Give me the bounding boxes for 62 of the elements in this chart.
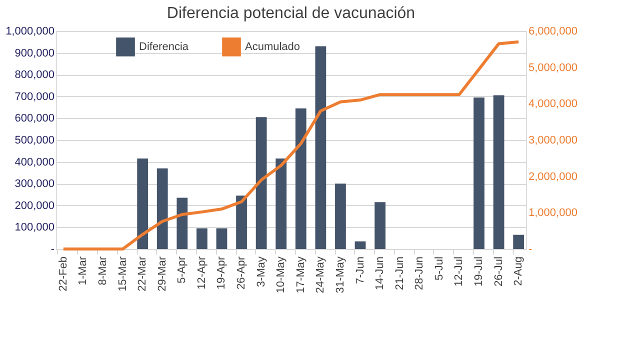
x-tick-label: 5-Jul <box>433 256 446 280</box>
x-tick-label: 22-Mar <box>136 256 149 292</box>
y-tick-label: 200,000 <box>14 200 54 212</box>
y-tick-label: 800,000 <box>14 69 54 82</box>
x-tick-label: 31-May <box>334 256 346 294</box>
y2-tick-label: 5,000,000 <box>528 62 578 74</box>
x-tick-label: 12-Apr <box>196 256 208 290</box>
bar <box>156 168 168 249</box>
x-tick-label: 7-Jun <box>354 256 366 284</box>
y2-tick-label: 4,000,000 <box>528 98 578 110</box>
y-tick-label: 1,000,000 <box>6 26 54 38</box>
bar <box>315 46 326 249</box>
x-tick-label: 21-Jun <box>394 256 406 290</box>
bar <box>216 228 228 249</box>
y-tick-label: - <box>50 244 55 256</box>
legend-label: Acumulado <box>245 40 300 53</box>
bar <box>196 228 208 249</box>
bar <box>354 241 366 249</box>
x-tick-label: 29-Mar <box>156 256 168 292</box>
bar <box>137 158 148 249</box>
x-tick-label: 3-May <box>255 256 268 288</box>
x-tick-label: 28-Jun <box>414 256 426 290</box>
x-tick-label: 10-May <box>275 256 288 294</box>
y2-tick-label: 6,000,000 <box>528 26 578 38</box>
bar <box>295 108 306 249</box>
line-series <box>62 40 520 250</box>
x-tick-label: 17-May <box>294 256 307 294</box>
x-tick-label: 26-Apr <box>236 256 248 290</box>
bar <box>335 184 346 249</box>
bar <box>236 196 247 249</box>
bar <box>256 117 267 249</box>
x-tick-label: 5-Apr <box>176 256 188 284</box>
x-tick-label: 1-Mar <box>77 256 90 286</box>
x-tick-label: 14-Jun <box>374 256 386 290</box>
y2-tick-label: 1,000,000 <box>528 207 578 220</box>
y-tick-label: 100,000 <box>14 222 54 234</box>
bar <box>474 97 484 249</box>
x-tick-label: 26-Jul <box>492 256 505 286</box>
bar <box>176 198 188 249</box>
x-tick-label: 19-Apr <box>216 256 228 290</box>
x-tick-label: 24-May <box>314 256 327 294</box>
bar <box>374 202 386 249</box>
y-tick-label: 900,000 <box>14 47 54 60</box>
x-tick-label: 12-Jul <box>453 256 466 286</box>
x-tick-label: 22-Feb <box>57 256 70 292</box>
bar <box>493 95 504 249</box>
x-tick-label: 2-Aug <box>512 256 525 286</box>
y-tick-label: 400,000 <box>14 156 54 168</box>
y2-tick-label: 2,000,000 <box>528 170 578 183</box>
y2-tick-label: - <box>528 244 532 256</box>
y-tick-label: 500,000 <box>14 134 54 146</box>
bar <box>276 158 287 249</box>
chart-title: Diferencia potencial de vacunación <box>166 5 416 22</box>
y2-tick-label: 3,000,000 <box>528 134 578 146</box>
y-tick-label: 300,000 <box>14 178 54 190</box>
legend-label: Diferencia <box>139 40 190 53</box>
y-tick-label: 600,000 <box>14 112 54 125</box>
x-tick-label: 15-Mar <box>116 256 129 292</box>
bar <box>513 234 524 249</box>
y-tick-label: 700,000 <box>14 90 54 103</box>
x-tick-label: 8-Mar <box>97 256 109 286</box>
x-tick-label: 19-Jul <box>473 256 485 286</box>
